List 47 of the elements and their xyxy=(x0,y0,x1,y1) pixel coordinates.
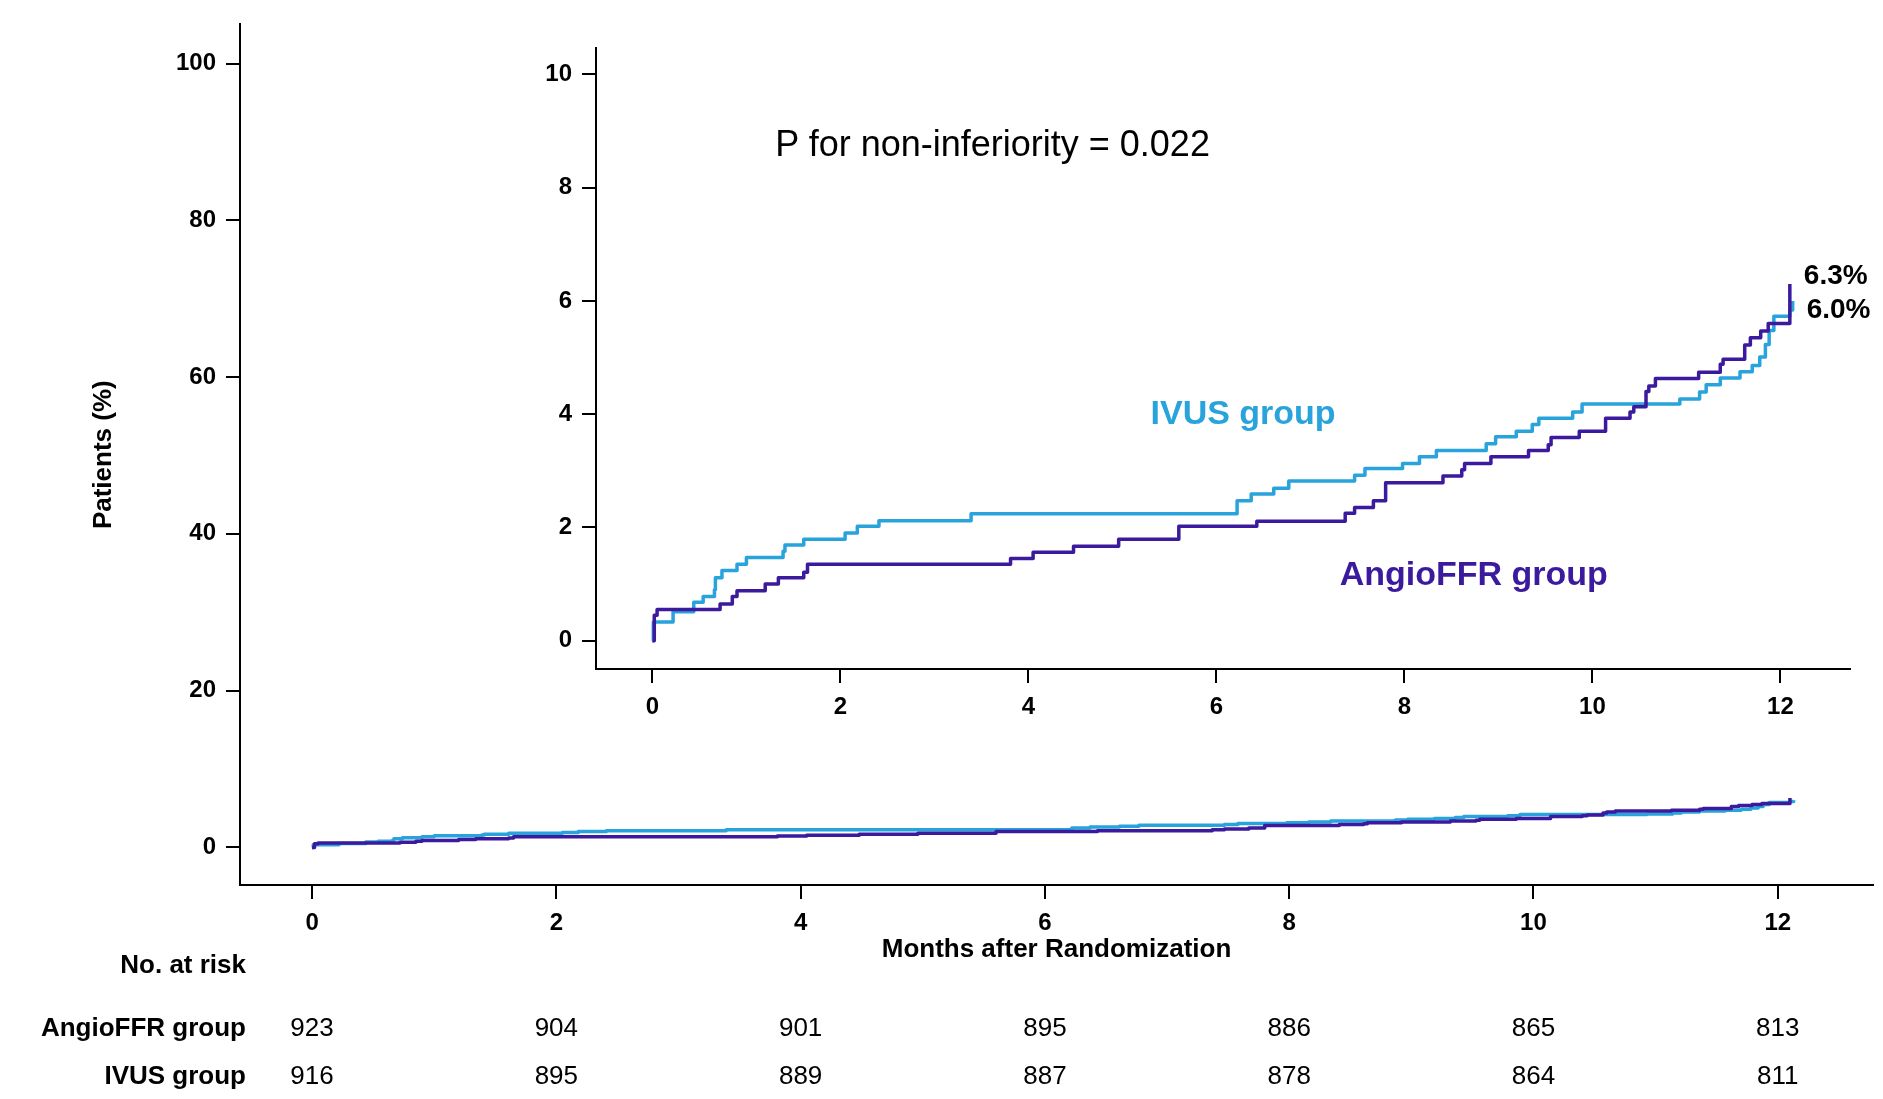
x-tick-label: 4 xyxy=(1021,692,1036,720)
text: 889 xyxy=(778,1060,823,1091)
y-tick-label: 6 xyxy=(558,285,572,313)
text: 813 xyxy=(1756,1012,1800,1043)
text: AngioFFR group xyxy=(40,1012,246,1043)
annotation: P for non-inferiority = 0.022 xyxy=(775,122,1210,164)
text: 811 xyxy=(1757,1060,1799,1091)
y-tick-label: 60 xyxy=(189,361,216,389)
text: 895 xyxy=(1023,1012,1067,1043)
y-tick-label: 20 xyxy=(189,675,216,703)
text: 887 xyxy=(1023,1060,1067,1091)
x-tick-label: 0 xyxy=(305,908,319,936)
series-label: IVUS group xyxy=(1150,392,1336,431)
text: 886 xyxy=(1267,1012,1311,1043)
x-tick-label: 12 xyxy=(1767,692,1794,720)
text: IVUS group xyxy=(104,1060,246,1091)
y-tick-label: 8 xyxy=(558,172,572,200)
x-tick-label: 8 xyxy=(1397,692,1412,720)
x-tick-label: 6 xyxy=(1209,692,1224,720)
text: 916 xyxy=(290,1060,334,1091)
y-tick-label: 80 xyxy=(189,204,216,232)
y-tick-label: 4 xyxy=(558,398,573,426)
text: 923 xyxy=(290,1012,334,1043)
text: 904 xyxy=(534,1012,579,1043)
y-tick-label: 0 xyxy=(202,832,216,859)
text: No. at risk xyxy=(120,949,247,980)
x-tick-label: 8 xyxy=(1282,908,1296,936)
x-tick-label: 4 xyxy=(793,908,808,936)
x-tick-label: 12 xyxy=(1764,908,1792,936)
x-tick-label: 10 xyxy=(1520,908,1547,936)
x-tick-label: 10 xyxy=(1579,692,1606,720)
text: 895 xyxy=(534,1060,579,1091)
y-tick-label: 100 xyxy=(175,48,216,76)
y-tick-label: 0 xyxy=(558,625,572,653)
x-tick-label: 2 xyxy=(833,692,848,720)
text: 864 xyxy=(1511,1060,1556,1091)
annotation: 6.3% xyxy=(1803,258,1868,290)
text: 865 xyxy=(1511,1012,1556,1043)
series-label: AngioFFR group xyxy=(1339,554,1608,593)
x-tick-label: 0 xyxy=(645,692,660,720)
y-tick-label: 40 xyxy=(189,518,216,546)
text: 878 xyxy=(1267,1060,1311,1091)
y-tick-label: 2 xyxy=(558,512,572,540)
y-axis-title: Patients (%) xyxy=(86,380,117,530)
y-tick-label: 10 xyxy=(545,59,572,87)
annotation: 6.0% xyxy=(1806,292,1871,324)
text: 901 xyxy=(778,1012,823,1043)
